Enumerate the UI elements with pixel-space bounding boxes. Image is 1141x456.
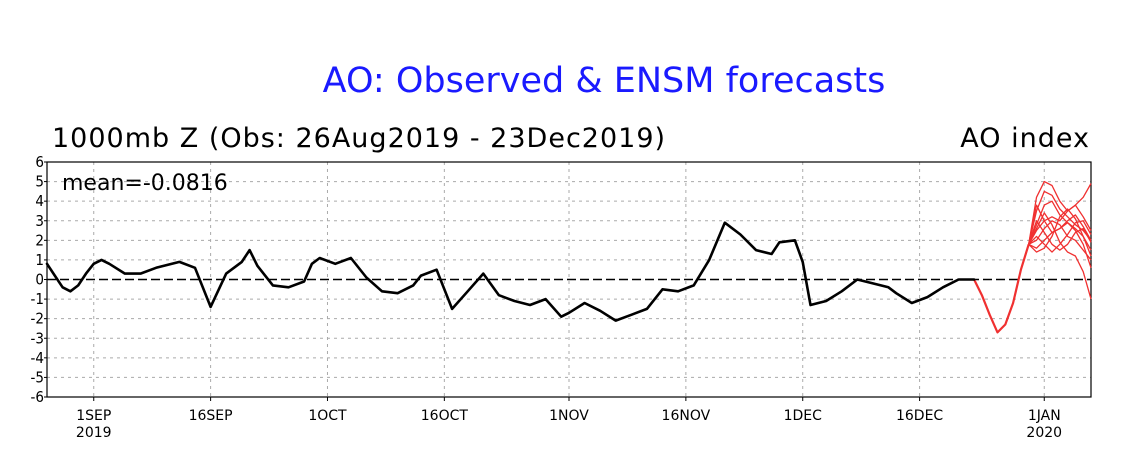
forecast-member-line [1028, 204, 1092, 245]
x-tick-label: 16SEP [189, 408, 233, 424]
y-tick-label: -1 [31, 290, 44, 308]
chart-index-label: AO index [960, 123, 1090, 154]
x-tick-label: 1NOV [549, 408, 589, 424]
x-tick-label: 16DEC [896, 408, 943, 424]
forecast-member-line [1028, 220, 1092, 261]
y-tick-label: 2 [35, 231, 44, 249]
x-tick-label: 16OCT [421, 408, 469, 424]
forecast-ensemble-line [973, 243, 1030, 334]
y-tick-label: -6 [31, 388, 44, 406]
forecast-member-line [1028, 220, 1092, 253]
x-tick-label: 1OCT [308, 408, 347, 424]
y-tick-label: -4 [31, 349, 44, 367]
forecast-member-line [1028, 204, 1092, 245]
chart-subtitle: 1000mb Z (Obs: 26Aug2019 - 23Dec2019) [52, 123, 666, 154]
forecast-member-line [1028, 208, 1092, 257]
chart-title: AO: Observed & ENSM forecasts [323, 61, 886, 101]
y-tick-label: 0 [35, 271, 44, 289]
y-tick-label: 1 [35, 251, 44, 269]
x-tick-label: 1DEC [784, 408, 823, 424]
forecast-member-line [1028, 180, 1092, 245]
y-tick-label: 5 [35, 173, 44, 191]
y-tick-label: -2 [31, 310, 44, 328]
plot-frame [46, 161, 1092, 398]
observed-line [45, 221, 976, 322]
forecast-member-line [1028, 200, 1092, 251]
y-tick-label: -5 [31, 368, 44, 386]
forecast-member-line [1028, 190, 1092, 245]
y-tick-label: 4 [35, 192, 44, 210]
x-tick-label: 1JAN [1028, 408, 1061, 424]
x-tick-year-label: 2020 [1026, 425, 1062, 441]
y-tick-label: 3 [35, 212, 44, 230]
mean-annotation: mean=-0.0816 [62, 171, 228, 196]
x-tick-year-label: 2019 [76, 425, 112, 441]
x-tick-label: 1SEP [76, 408, 111, 424]
x-tick-label: 16NOV [662, 408, 711, 424]
forecast-member-line [1028, 212, 1092, 300]
y-tick-label: 6 [35, 153, 44, 171]
y-tick-label: -3 [31, 329, 44, 347]
